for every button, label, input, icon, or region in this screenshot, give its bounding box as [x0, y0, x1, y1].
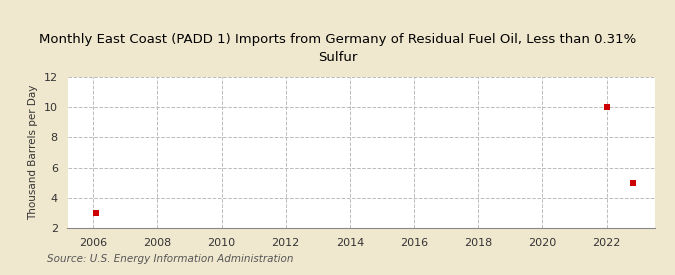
Text: Monthly East Coast (PADD 1) Imports from Germany of Residual Fuel Oil, Less than: Monthly East Coast (PADD 1) Imports from…: [39, 33, 636, 64]
Text: Source: U.S. Energy Information Administration: Source: U.S. Energy Information Administ…: [47, 254, 294, 264]
Y-axis label: Thousand Barrels per Day: Thousand Barrels per Day: [28, 85, 38, 220]
